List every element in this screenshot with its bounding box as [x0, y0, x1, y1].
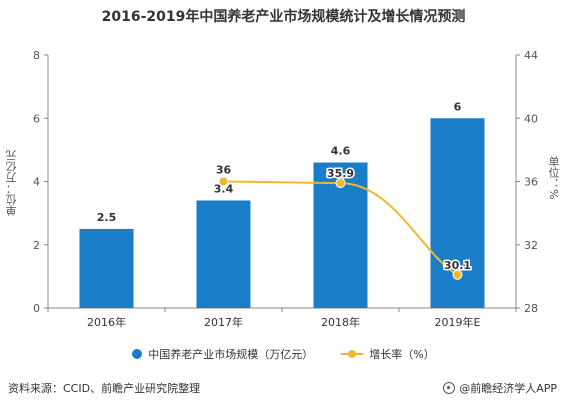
x-tick-label: 2019年E: [435, 315, 481, 329]
legend-line-swatch: [341, 349, 364, 359]
bar: [196, 200, 251, 308]
bar-value-label: 6: [454, 100, 462, 113]
growth-value-label: 30.1: [444, 259, 471, 272]
growth-point: [218, 176, 229, 187]
y-axis-right-label: 单位：%: [547, 156, 560, 200]
y-left-tick-label: 0: [33, 302, 40, 315]
growth-point: [335, 178, 346, 189]
y-left-tick-label: 4: [33, 176, 40, 189]
legend-item-growth: 增长率（%）: [341, 346, 435, 362]
x-tick-label: 2017年: [204, 315, 243, 329]
legend-label-market-size: 中国养老产业市场规模（万亿元）: [148, 348, 314, 361]
y-right-tick-label: 44: [524, 49, 538, 62]
brand-logo-icon: [443, 382, 456, 394]
brand-credit-text: @前瞻经济学人APP: [459, 382, 557, 395]
y-right-tick-label: 32: [524, 239, 538, 252]
growth-value-label: 36: [216, 164, 232, 177]
y-right-tick-label: 40: [524, 112, 538, 125]
source-note: 资料来源：CCID、前瞻产业研究院整理: [8, 382, 201, 395]
y-right-tick-label: 36: [524, 176, 538, 189]
legend-bar-swatch: [132, 349, 143, 359]
bar-value-label: 3.4: [214, 182, 234, 195]
brand-credit: @前瞻经济学人APP: [443, 380, 557, 396]
bar-value-label: 2.5: [97, 211, 117, 224]
chart-title: 2016-2019年中国养老产业市场规模统计及增长情况预测: [101, 9, 466, 25]
legend-item-market-size: 中国养老产业市场规模（万亿元）: [132, 346, 313, 362]
legend-label-growth: 增长率（%）: [369, 348, 435, 361]
bar: [79, 228, 134, 308]
chart-legend: 中国养老产业市场规模（万亿元） 增长率（%）: [0, 346, 567, 362]
x-tick-label: 2018年: [321, 315, 360, 329]
x-tick-label: 2016年: [87, 315, 126, 329]
y-left-tick-label: 8: [33, 49, 40, 62]
growth-line: [223, 180, 458, 276]
y-left-tick-label: 6: [33, 112, 40, 125]
growth-point: [452, 269, 463, 280]
y-left-tick-label: 2: [33, 239, 40, 252]
bar-value-label: 4.6: [331, 145, 351, 158]
growth-value-label: 35.9: [327, 167, 354, 180]
y-right-tick-label: 28: [524, 302, 538, 315]
